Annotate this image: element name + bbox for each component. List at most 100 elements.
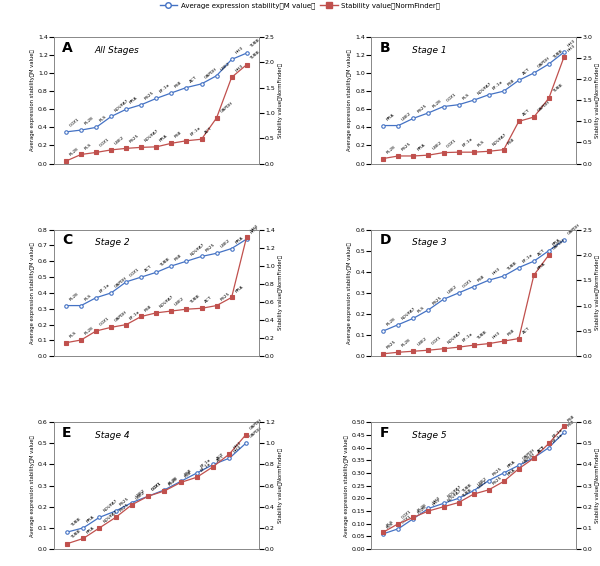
Text: TUBB: TUBB (250, 50, 261, 61)
Text: RL28: RL28 (167, 475, 178, 486)
Text: EF-1α: EF-1α (99, 282, 111, 294)
Text: RS25: RS25 (220, 291, 230, 302)
Text: PPIA: PPIA (86, 525, 96, 534)
Text: RS25: RS25 (144, 90, 155, 101)
Text: RS25: RS25 (386, 339, 397, 350)
Y-axis label: Average expression stability（M value）: Average expression stability（M value） (347, 49, 352, 151)
Text: E: E (62, 426, 71, 440)
Text: NDUFA7: NDUFA7 (476, 82, 493, 96)
Text: RS8: RS8 (506, 328, 515, 337)
Text: HH3: HH3 (235, 64, 244, 73)
Text: NDUFA7: NDUFA7 (114, 98, 130, 112)
Text: GAPDH: GAPDH (521, 452, 536, 465)
Text: TUBB: TUBB (461, 483, 473, 494)
Text: HH3: HH3 (567, 39, 577, 48)
Text: TUBB: TUBB (70, 529, 82, 539)
Text: GAPDH: GAPDH (248, 418, 263, 431)
Text: HH3: HH3 (232, 441, 242, 450)
Text: RLS: RLS (84, 142, 92, 151)
Text: HH3: HH3 (491, 267, 501, 276)
Text: RS8: RS8 (144, 304, 153, 312)
Text: EF-1α: EF-1α (200, 462, 212, 473)
Text: RLS: RLS (99, 115, 108, 123)
Y-axis label: Average expression stability（M value）: Average expression stability（M value） (30, 49, 35, 151)
Text: HH3: HH3 (431, 495, 441, 504)
Text: UBE2: UBE2 (416, 337, 428, 347)
Text: COX1: COX1 (431, 335, 443, 346)
Text: PPIA: PPIA (416, 143, 426, 152)
Text: EF-1α: EF-1α (551, 428, 564, 439)
Text: PPIA: PPIA (159, 134, 169, 143)
Text: COX1: COX1 (129, 267, 140, 278)
Text: COX1: COX1 (151, 481, 163, 492)
Text: EF-1α: EF-1α (159, 83, 171, 94)
Text: UBE2: UBE2 (135, 490, 146, 500)
Text: Stage 4: Stage 4 (95, 431, 130, 440)
Text: GAPDH: GAPDH (204, 67, 219, 80)
Text: TUBB: TUBB (476, 331, 488, 341)
Text: ACT: ACT (216, 454, 225, 462)
Text: Stage 5: Stage 5 (412, 431, 447, 440)
Text: PPIA: PPIA (551, 237, 562, 246)
Text: RS8: RS8 (506, 137, 515, 145)
Text: RS25: RS25 (491, 466, 503, 477)
Text: EF-1α: EF-1α (491, 79, 503, 91)
Text: ACT: ACT (521, 67, 530, 76)
Text: HH3: HH3 (491, 331, 501, 340)
Text: UBE2: UBE2 (220, 239, 231, 249)
Text: EF-1α: EF-1α (461, 332, 473, 343)
Text: GAPDH: GAPDH (220, 101, 234, 114)
Text: GAPDH: GAPDH (536, 100, 551, 113)
Text: RS25: RS25 (401, 142, 412, 152)
Text: HH3: HH3 (567, 44, 577, 53)
Text: NDUFA7: NDUFA7 (446, 330, 462, 345)
Y-axis label: Stability value（NormFinder）: Stability value（NormFinder） (278, 255, 283, 331)
Text: GAPDH: GAPDH (536, 56, 551, 69)
Text: RS25: RS25 (491, 475, 503, 486)
Text: COX1: COX1 (446, 138, 458, 148)
Text: RL28: RL28 (416, 503, 427, 513)
Text: RL28: RL28 (386, 317, 397, 327)
Text: RLS: RLS (69, 331, 77, 338)
Text: NDUFA7: NDUFA7 (446, 485, 462, 499)
Text: UBE2: UBE2 (431, 140, 443, 151)
Text: UBE2: UBE2 (174, 297, 185, 307)
Text: NDUFA7: NDUFA7 (102, 509, 118, 524)
Text: EF-1α: EF-1α (200, 458, 212, 469)
Text: RS25: RS25 (129, 134, 140, 144)
Text: RL28: RL28 (69, 147, 80, 157)
Text: NDUFA7: NDUFA7 (401, 306, 417, 320)
Text: COX1: COX1 (461, 278, 473, 289)
Text: EF-1α: EF-1α (551, 432, 564, 443)
Text: PPIA: PPIA (506, 468, 517, 477)
Text: NDUFA7: NDUFA7 (102, 499, 118, 513)
Text: NDUFA7: NDUFA7 (491, 133, 508, 147)
Text: GAPDH: GAPDH (521, 448, 536, 461)
Text: RL28: RL28 (386, 144, 397, 155)
Y-axis label: Average expression stability（M value）: Average expression stability（M value） (30, 435, 35, 537)
Text: RS25: RS25 (119, 496, 130, 507)
Text: UBE2: UBE2 (114, 135, 125, 145)
Text: RS8: RS8 (476, 274, 485, 282)
Text: PPIA: PPIA (235, 284, 244, 293)
Text: HH3: HH3 (431, 498, 441, 507)
Text: RLS: RLS (476, 140, 485, 148)
Text: RS8: RS8 (174, 253, 183, 262)
Text: RL28: RL28 (401, 338, 412, 348)
Text: A: A (62, 41, 73, 54)
Text: ACT: ACT (204, 295, 214, 304)
Text: RLS: RLS (386, 521, 395, 530)
Text: F: F (379, 426, 389, 440)
Text: NDUFA7: NDUFA7 (446, 488, 462, 503)
Y-axis label: Stability value（NormFinder）: Stability value（NormFinder） (278, 63, 283, 138)
Text: RS8: RS8 (174, 131, 183, 139)
Text: EF-1α: EF-1α (129, 310, 141, 320)
Text: ACT: ACT (521, 326, 530, 335)
Text: GAPDH: GAPDH (551, 238, 566, 251)
Text: RS25: RS25 (119, 503, 130, 513)
Text: RS8: RS8 (567, 414, 576, 422)
Text: PPIA: PPIA (506, 460, 517, 469)
Text: TUBB: TUBB (250, 38, 261, 49)
Text: TUBB: TUBB (551, 49, 563, 60)
Y-axis label: Stability value（NormFinder）: Stability value（NormFinder） (595, 255, 600, 331)
